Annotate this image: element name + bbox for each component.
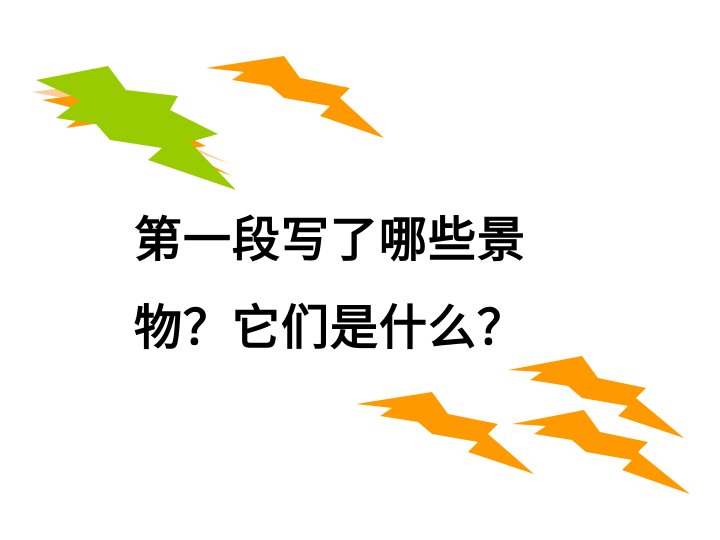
- lightning-bolt-icon: [508, 356, 684, 438]
- question-line-1: 第一段写了哪些景: [134, 212, 527, 268]
- question-text: 第一段写了哪些景 物？它们是什么？: [134, 196, 634, 372]
- lightning-bolt-icon: [512, 410, 690, 494]
- question-line-2: 物？它们是什么？: [134, 300, 527, 356]
- lightning-bolt-icon: [206, 56, 384, 138]
- lightning-bolt-icon: [36, 66, 236, 190]
- lightning-bolt-icon: [356, 392, 534, 474]
